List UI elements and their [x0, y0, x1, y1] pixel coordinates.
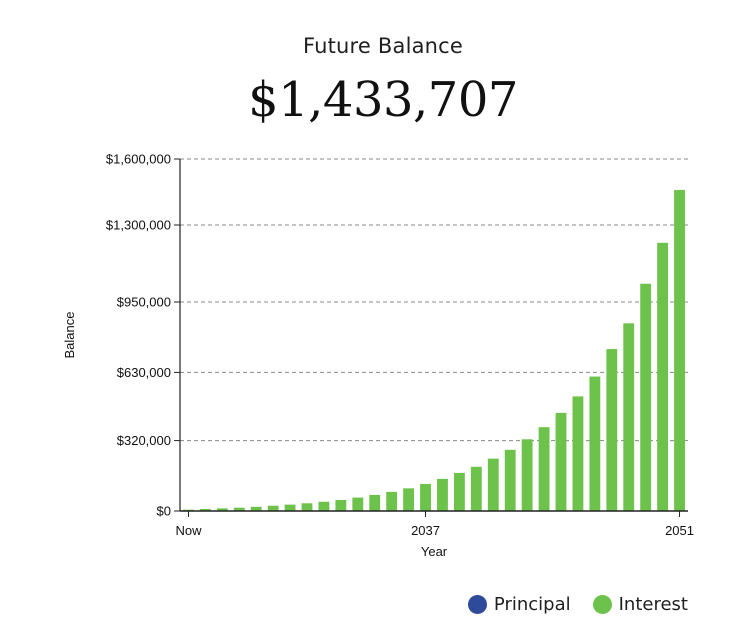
- interest-bar: [318, 501, 330, 511]
- gridlines: [180, 158, 688, 442]
- interest-bar: [657, 242, 669, 511]
- interest-bar: [420, 483, 431, 511]
- interest-bar: [369, 494, 381, 511]
- interest-bar: [487, 458, 499, 511]
- chart-header: Future Balance $1,433,707: [0, 34, 738, 128]
- interest-bar: [233, 507, 245, 511]
- future-balance-label: Future Balance: [302, 34, 464, 58]
- interest-bar: [284, 504, 296, 511]
- x-tick-label: 2037: [411, 523, 440, 538]
- principal-swatch-icon: [467, 595, 487, 614]
- interest-bar: [640, 283, 652, 511]
- interest-bar: [606, 349, 618, 511]
- y-tick-label: $630,000: [117, 365, 171, 380]
- interest-bar: [335, 500, 347, 511]
- bars: [183, 190, 685, 511]
- axes: $0 $320,000 $630,000 $950,000 $1,300,000 $1,6…: [106, 152, 694, 539]
- legend-label-interest: Interest: [618, 594, 688, 615]
- legend-item-interest[interactable]: Interest: [592, 594, 688, 615]
- interest-bar: [352, 497, 364, 511]
- x-tick-label: 2051: [665, 523, 694, 538]
- y-tick-label: $1,600,000: [106, 152, 171, 167]
- interest-bar: [674, 190, 685, 511]
- chart-legend: Principal Interest: [467, 594, 688, 615]
- interest-bar: [521, 439, 533, 511]
- interest-bar: [504, 449, 516, 511]
- legend-item-principal[interactable]: Principal: [467, 594, 571, 615]
- x-tick-label: Now: [175, 523, 202, 538]
- interest-bar: [250, 506, 262, 511]
- interest-swatch-icon: [592, 595, 612, 614]
- legend-label-principal: Principal: [493, 594, 571, 615]
- interest-bar: [403, 488, 415, 511]
- y-tick-label: $320,000: [117, 433, 171, 448]
- interest-bar: [267, 505, 279, 511]
- interest-bar: [216, 508, 228, 511]
- y-tick-label: $0: [157, 504, 171, 519]
- future-balance-total: $1,433,707: [248, 72, 518, 128]
- interest-bar: [301, 503, 313, 511]
- y-tick-label: $950,000: [117, 295, 171, 310]
- interest-bar: [623, 323, 635, 511]
- interest-bar: [453, 472, 465, 511]
- interest-bar: [470, 466, 482, 511]
- x-axis-title: Year: [421, 544, 448, 559]
- interest-bar: [199, 509, 211, 511]
- y-axis-title: Balance: [62, 312, 77, 359]
- interest-bar: [555, 412, 567, 511]
- interest-bar: [572, 396, 584, 511]
- interest-bar: [437, 478, 448, 511]
- interest-bar: [386, 491, 398, 511]
- y-tick-label: $1,300,000: [106, 218, 171, 233]
- interest-bar: [589, 376, 601, 511]
- interest-bar: [538, 427, 550, 511]
